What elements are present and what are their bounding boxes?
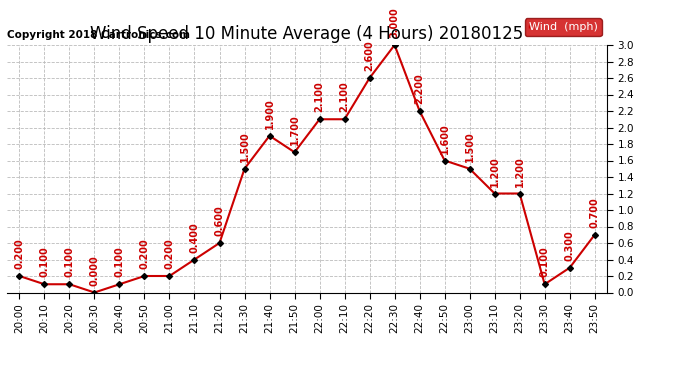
Text: Copyright 2018 Cartronics.com: Copyright 2018 Cartronics.com xyxy=(7,30,190,40)
Text: 1.600: 1.600 xyxy=(440,123,450,153)
Text: 3.000: 3.000 xyxy=(390,7,400,38)
Text: 0.200: 0.200 xyxy=(14,238,24,269)
Text: 0.200: 0.200 xyxy=(164,238,175,269)
Text: 0.300: 0.300 xyxy=(564,230,575,261)
Text: 2.100: 2.100 xyxy=(339,81,350,112)
Text: 1.200: 1.200 xyxy=(515,156,524,186)
Text: 0.000: 0.000 xyxy=(90,255,99,285)
Text: 0.200: 0.200 xyxy=(139,238,150,269)
Text: 0.100: 0.100 xyxy=(39,246,50,277)
Text: 0.100: 0.100 xyxy=(540,246,550,277)
Text: 0.700: 0.700 xyxy=(590,197,600,228)
Text: 2.100: 2.100 xyxy=(315,81,324,112)
Text: 1.700: 1.700 xyxy=(290,114,299,145)
Text: 2.200: 2.200 xyxy=(415,73,424,104)
Title: Wind Speed 10 Minute Average (4 Hours) 20180125: Wind Speed 10 Minute Average (4 Hours) 2… xyxy=(90,26,524,44)
Legend: Wind  (mph): Wind (mph) xyxy=(525,18,602,36)
Text: 2.600: 2.600 xyxy=(364,40,375,71)
Text: 0.100: 0.100 xyxy=(115,246,124,277)
Text: 0.600: 0.600 xyxy=(215,205,224,236)
Text: 1.500: 1.500 xyxy=(239,131,250,162)
Text: 0.400: 0.400 xyxy=(190,222,199,252)
Text: 1.500: 1.500 xyxy=(464,131,475,162)
Text: 1.200: 1.200 xyxy=(490,156,500,186)
Text: 1.900: 1.900 xyxy=(264,98,275,129)
Text: 0.100: 0.100 xyxy=(64,246,75,277)
